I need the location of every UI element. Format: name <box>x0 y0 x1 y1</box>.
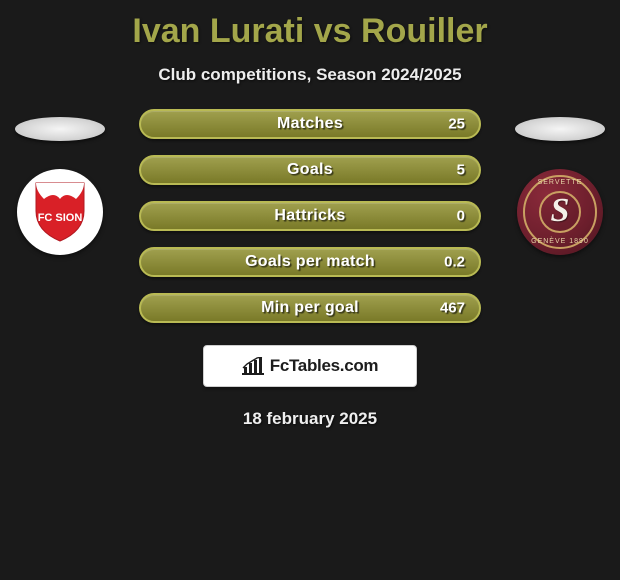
stat-bars: Matches 25 Goals 5 Hattricks 0 Goals per… <box>139 109 481 323</box>
comparison-arena: FC SION SERVETTE GENÈVE 1890 S Matches 2… <box>0 109 620 429</box>
bar-chart-icon <box>242 357 264 375</box>
stat-value: 25 <box>448 116 465 133</box>
stat-bar-gpm: Goals per match 0.2 <box>139 247 481 277</box>
servette-monogram: S <box>517 192 603 230</box>
stat-label: Min per goal <box>141 299 479 317</box>
brand-badge[interactable]: FcTables.com <box>203 345 417 387</box>
stat-bar-matches: Matches 25 <box>139 109 481 139</box>
stat-value: 467 <box>440 300 465 317</box>
player-right-slot: SERVETTE GENÈVE 1890 S <box>510 109 610 255</box>
stat-label: Goals <box>141 161 479 179</box>
stat-label: Hattricks <box>141 207 479 225</box>
stat-bar-hattricks: Hattricks 0 <box>139 201 481 231</box>
sion-shield-icon: FC SION <box>32 181 88 243</box>
servette-top-text: SERVETTE <box>517 179 603 186</box>
club-logo-left: FC SION <box>17 169 103 255</box>
player-left-placeholder <box>15 117 105 141</box>
stat-bar-goals: Goals 5 <box>139 155 481 185</box>
stat-value: 5 <box>457 162 465 179</box>
player-left-slot: FC SION <box>10 109 110 255</box>
comparison-card: Ivan Lurati vs Rouiller Club competition… <box>0 0 620 580</box>
club-logo-right: SERVETTE GENÈVE 1890 S <box>517 169 603 255</box>
stat-bar-mpg: Min per goal 467 <box>139 293 481 323</box>
svg-text:FC SION: FC SION <box>38 212 83 224</box>
servette-bottom-text: GENÈVE 1890 <box>517 238 603 245</box>
date-line: 18 february 2025 <box>0 409 620 429</box>
stat-label: Goals per match <box>141 253 479 271</box>
player-right-placeholder <box>515 117 605 141</box>
stat-label: Matches <box>141 115 479 133</box>
subtitle: Club competitions, Season 2024/2025 <box>0 65 620 85</box>
brand-label: FcTables.com <box>270 356 379 376</box>
page-title: Ivan Lurati vs Rouiller <box>0 0 620 51</box>
stat-value: 0.2 <box>444 254 465 271</box>
stat-value: 0 <box>457 208 465 225</box>
